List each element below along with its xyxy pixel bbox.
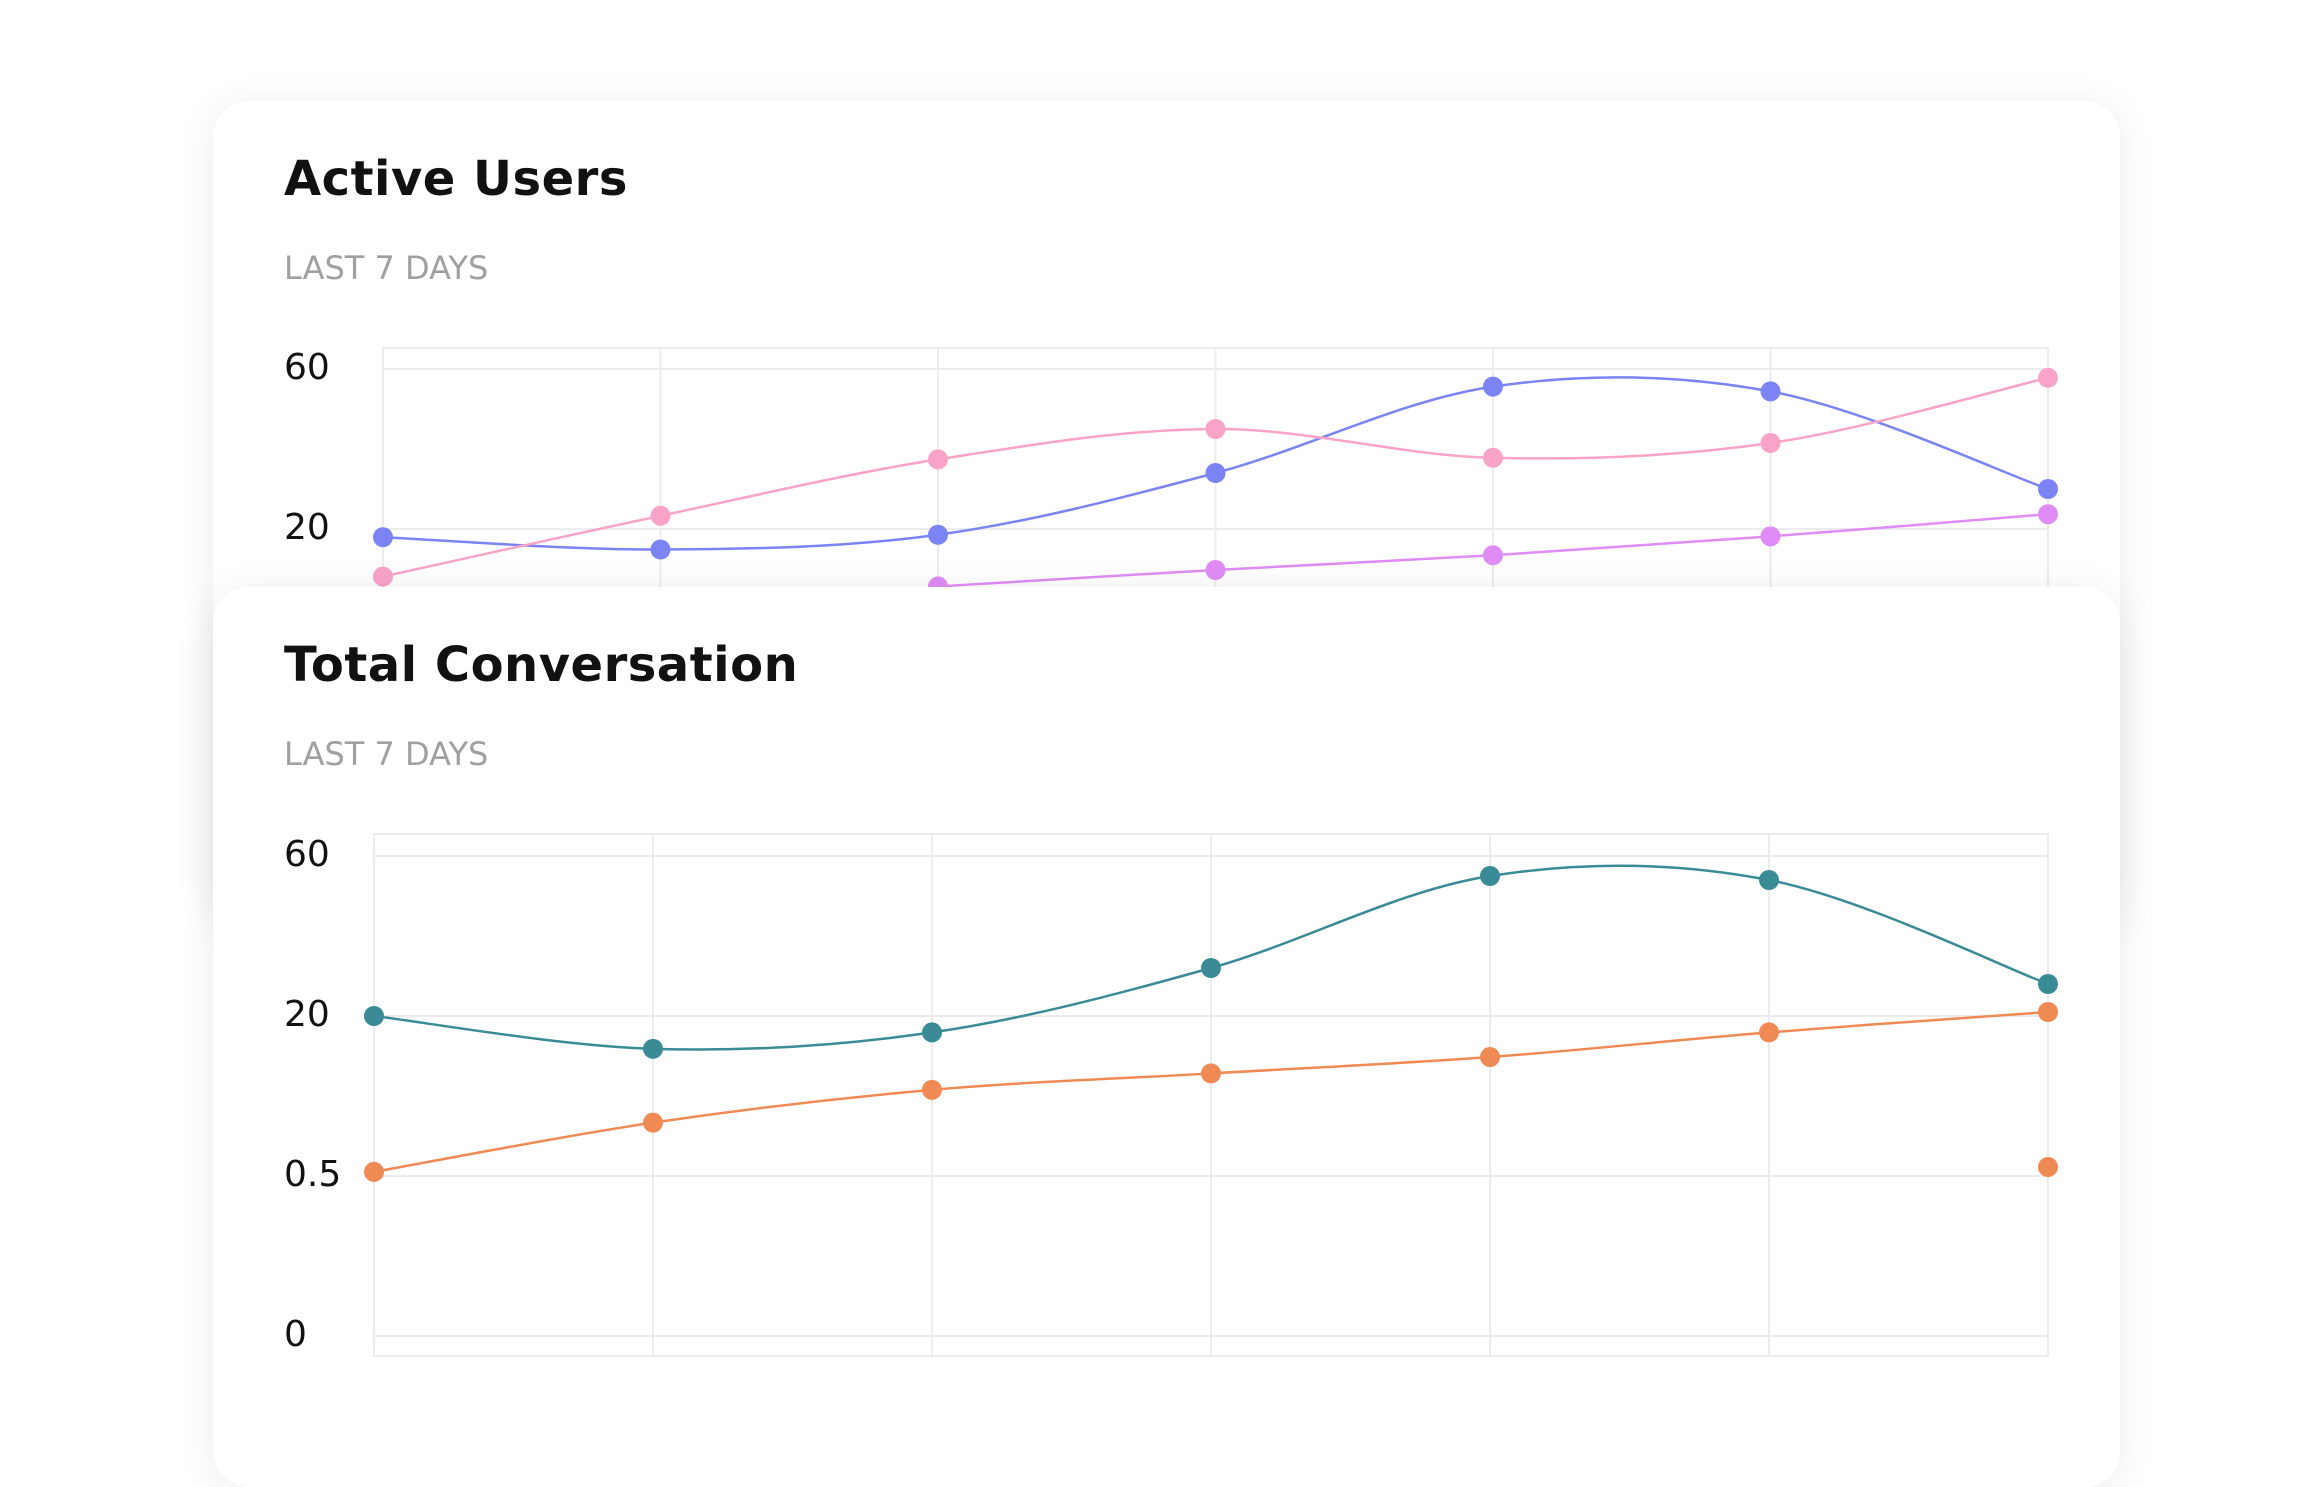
data-point (928, 449, 948, 470)
data-point (1760, 381, 1781, 402)
data-point (364, 1006, 384, 1026)
data-point (650, 539, 671, 560)
data-point (1759, 870, 1779, 890)
y-tick-label: 20 (284, 994, 330, 1035)
data-point (1201, 1063, 1221, 1084)
data-point (1205, 419, 1226, 439)
data-point (928, 524, 948, 545)
total-conversation-card: Total Conversation LAST 7 DAYS 60 20 0.5 0 (213, 587, 2120, 1487)
data-point (2038, 479, 2058, 499)
data-point (1760, 526, 1781, 547)
data-point (922, 1022, 942, 1043)
card-title: Active Users (284, 151, 628, 207)
data-point (1483, 447, 1503, 468)
data-point (2038, 974, 2058, 994)
data-point (922, 1079, 942, 1100)
data-point (2038, 1156, 2058, 1177)
y-tick-label: 60 (284, 834, 330, 875)
data-point (1483, 545, 1503, 566)
data-point (1483, 376, 1503, 397)
card-title: Total Conversation (284, 637, 799, 693)
data-point (1759, 1022, 1779, 1043)
y-tick-label: 0.5 (284, 1154, 341, 1195)
data-point (1760, 433, 1781, 453)
data-point (2038, 504, 2058, 525)
data-point (2038, 367, 2058, 388)
data-point (373, 566, 393, 587)
chart: 60 20 0.5 0 (284, 833, 2058, 1357)
card-subtitle: LAST 7 DAYS (284, 735, 489, 773)
data-point (1205, 463, 1226, 483)
card-subtitle: LAST 7 DAYS (284, 249, 489, 287)
data-point (1480, 866, 1500, 886)
y-tick-label: 0 (284, 1314, 307, 1355)
data-point (373, 527, 393, 548)
y-tick-label: 60 (284, 347, 330, 388)
data-point (650, 505, 671, 526)
data-point (1201, 958, 1221, 978)
data-point (643, 1038, 663, 1059)
data-point (2038, 1002, 2058, 1022)
y-tick-label: 20 (284, 507, 330, 548)
data-point (1480, 1047, 1500, 1068)
data-point (364, 1161, 384, 1182)
data-point (643, 1112, 663, 1133)
data-point (1205, 560, 1226, 581)
page: Active Users LAST 7 DAYS 60 20 0.5 0 Total … (284, 151, 2058, 1357)
